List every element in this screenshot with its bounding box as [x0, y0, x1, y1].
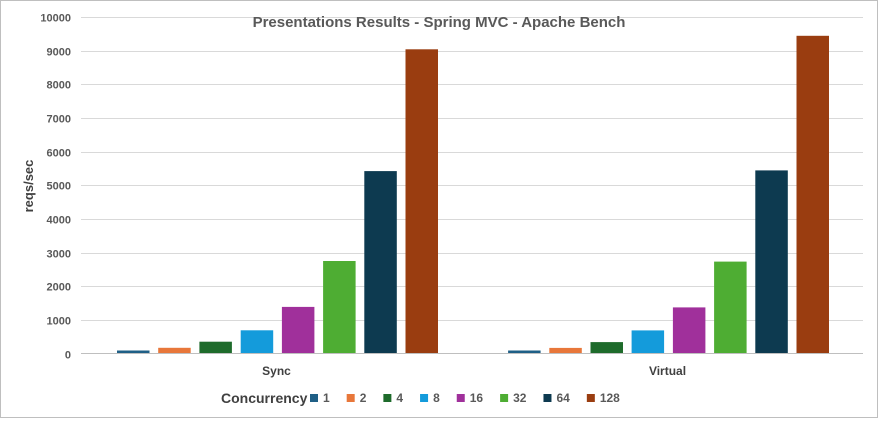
y-tick-label: 8000 — [47, 80, 71, 92]
bar-virtual-4 — [590, 342, 623, 354]
y-tick-label: 6000 — [47, 148, 71, 160]
x-axis-categories: Sync Virtual — [262, 364, 686, 378]
legend-swatch-1 — [310, 394, 318, 402]
legend: Concurrency 1 2 4 8 16 32 64 128 — [221, 390, 620, 406]
bar-sync-16 — [281, 306, 315, 354]
legend-label: 64 — [556, 391, 570, 405]
bar-virtual-16 — [672, 307, 706, 354]
legend-label: 4 — [396, 391, 403, 405]
y-tick-label: 2000 — [47, 282, 71, 294]
legend-swatch-16 — [456, 394, 465, 402]
bar-sync-2 — [158, 347, 191, 354]
bar-sync-128 — [405, 49, 438, 354]
legend-label: 1 — [323, 391, 330, 405]
legend-swatch-8 — [420, 394, 429, 402]
legend-swatch-64 — [543, 394, 552, 402]
y-tick-label: 7000 — [47, 114, 71, 126]
legend-title: Concurrency — [221, 390, 308, 406]
y-axis-ticks: 0 1000 2000 3000 4000 5000 6000 7000 8000 9000 100… — [40, 13, 71, 362]
bar-virtual-1 — [508, 350, 541, 354]
bars — [117, 35, 829, 354]
bar-virtual-8 — [631, 330, 665, 354]
y-axis-label: reqs/sec — [21, 160, 36, 213]
bar-sync-64 — [364, 171, 397, 354]
y-tick-label: 0 — [65, 350, 71, 362]
y-tick-label: 4000 — [47, 215, 71, 227]
bar-virtual-64 — [755, 170, 788, 354]
bar-sync-32 — [323, 261, 356, 354]
legend-label: 2 — [360, 391, 367, 405]
bar-sync-8 — [240, 330, 274, 354]
y-tick-label: 1000 — [47, 316, 71, 328]
bar-virtual-32 — [714, 261, 747, 354]
x-category-label: Virtual — [649, 364, 686, 378]
legend-label: 8 — [433, 391, 440, 405]
bar-sync-4 — [199, 341, 232, 354]
legend-swatch-4 — [383, 394, 392, 402]
x-category-label: Sync — [262, 364, 291, 378]
legend-label: 32 — [513, 391, 527, 405]
bar-virtual-128 — [796, 35, 829, 354]
y-tick-label: 10000 — [40, 13, 71, 25]
bar-sync-1 — [117, 350, 150, 354]
chart-title: Presentations Results - Spring MVC - Apa… — [253, 14, 626, 31]
legend-label: 16 — [470, 391, 484, 405]
y-tick-label: 9000 — [47, 47, 71, 59]
legend-swatch-128 — [586, 394, 595, 402]
legend-swatch-2 — [346, 394, 355, 402]
bar-virtual-2 — [549, 347, 582, 354]
y-tick-label: 5000 — [47, 181, 71, 193]
legend-swatch-32 — [500, 394, 509, 402]
gridlines — [81, 17, 863, 321]
legend-label: 128 — [600, 391, 620, 405]
y-tick-label: 3000 — [47, 249, 71, 261]
